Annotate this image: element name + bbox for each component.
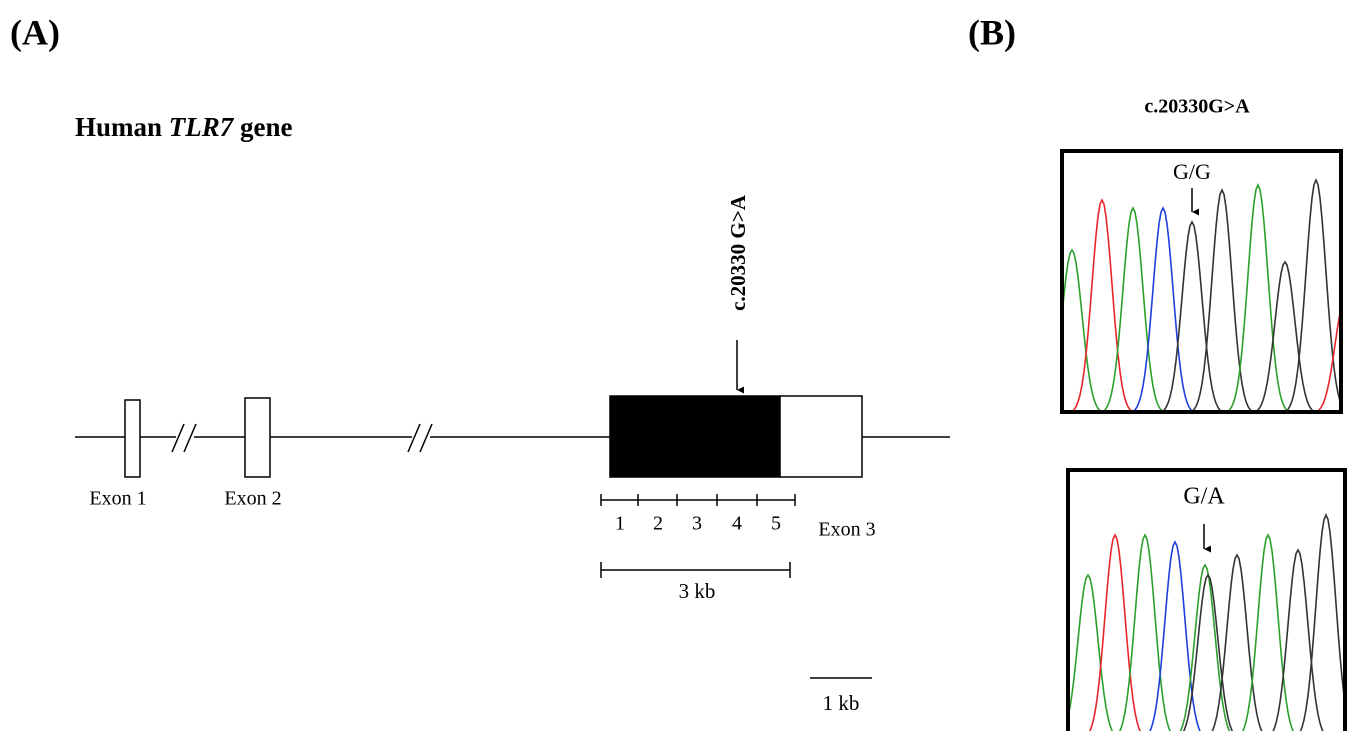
exon-label: Exon 3 xyxy=(818,519,875,541)
chromatogram-frame xyxy=(1062,151,1341,412)
genotype-label: G/A xyxy=(1183,484,1225,510)
variant-label: c.20330 G>A xyxy=(726,194,750,311)
exon-label: Exon 2 xyxy=(224,488,281,510)
figure: (A) (B) Human TLR7 gene Exon 1 Exon 2 Ex… xyxy=(0,0,1349,731)
chromatogram xyxy=(1048,515,1349,731)
trace-peak xyxy=(1093,208,1173,414)
trace-peak xyxy=(1032,250,1112,414)
span-label: 3 kb xyxy=(679,579,716,603)
fragment-label: 2 xyxy=(653,513,663,535)
fragment-label: 4 xyxy=(732,513,742,535)
trace-peak xyxy=(1168,575,1248,731)
chromatogram xyxy=(1032,180,1349,414)
panel-label: (A) xyxy=(10,12,60,52)
fragment-label: 1 xyxy=(615,513,625,535)
trace-peak xyxy=(1075,535,1155,731)
genotype-label: G/G xyxy=(1173,159,1211,184)
trace-peak xyxy=(1286,515,1349,731)
trace-peak xyxy=(1182,190,1262,414)
trace-peak xyxy=(1048,575,1128,731)
trace-peak xyxy=(1152,222,1232,414)
gene-structure xyxy=(75,340,950,678)
trace-peak xyxy=(1165,565,1245,731)
trace-peak xyxy=(1062,200,1142,414)
trace-peak xyxy=(1105,535,1185,731)
gene-name: TLR7 xyxy=(169,112,235,142)
fragment-label: 3 xyxy=(692,513,702,535)
title-text: gene xyxy=(233,112,292,142)
exon-label: Exon 1 xyxy=(89,488,146,510)
gene-title: Human TLR7 gene xyxy=(75,112,293,142)
trace-peak xyxy=(1123,208,1203,414)
scale-label: 1 kb xyxy=(823,691,860,715)
trace-peak xyxy=(1245,262,1325,414)
panel-label: (B) xyxy=(968,12,1016,52)
trace-peak xyxy=(1276,180,1349,414)
panel-b-title: c.20330G>A xyxy=(1144,96,1250,118)
fragment-label: 5 xyxy=(771,513,781,535)
trace-peak xyxy=(1218,185,1298,414)
title-text: Human xyxy=(75,112,169,142)
trace-peak xyxy=(1258,550,1338,731)
